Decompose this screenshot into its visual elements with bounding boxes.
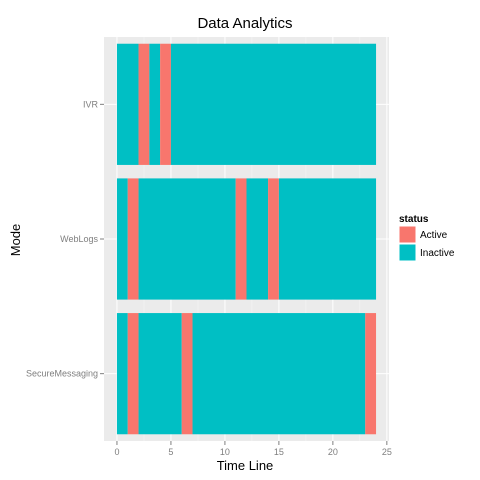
bar-segment-active	[127, 178, 139, 300]
x-tick-label: 20	[328, 447, 338, 457]
x-tick-label: 10	[220, 447, 230, 457]
x-tick-label: 25	[382, 447, 392, 457]
x-axis-ticks: 0 5 10 15 20 25	[114, 441, 392, 457]
chart-title: Data Analytics	[197, 15, 292, 32]
x-tick-label: 0	[114, 447, 119, 457]
bar-segment-active	[268, 178, 279, 300]
x-axis-title: Time Line	[217, 458, 274, 473]
bar-segment-inactive	[116, 313, 128, 435]
bar-segment-inactive	[149, 43, 161, 165]
bar-segment-active	[127, 313, 139, 435]
y-tick-label: SecureMessaging	[26, 369, 98, 379]
bars	[116, 43, 377, 435]
bar-segment-active	[235, 178, 247, 300]
y-axis-title: Mode	[8, 224, 23, 257]
y-tick-label: WebLogs	[60, 234, 98, 244]
x-tick-label: 15	[274, 447, 284, 457]
bar-segment-inactive	[138, 313, 182, 435]
bar-segment-inactive	[170, 43, 377, 165]
bar-segment-active	[160, 43, 171, 165]
bar-segment-inactive	[116, 43, 139, 165]
x-tick-label: 5	[168, 447, 173, 457]
bar-segment-inactive	[246, 178, 269, 300]
legend-label-inactive: Inactive	[420, 248, 455, 259]
legend-title: status	[399, 214, 429, 225]
bar-segment-inactive	[116, 178, 128, 300]
legend-key-inactive	[398, 243, 417, 262]
bar-segment-active	[365, 313, 377, 435]
bar-segment-active	[181, 313, 193, 435]
bar-segment-inactive	[192, 313, 366, 435]
bar-segment-inactive	[278, 178, 377, 300]
y-tick-label: IVR	[83, 99, 99, 109]
legend-key-active	[398, 225, 417, 244]
y-axis-ticks: IVR WebLogs SecureMessaging	[26, 99, 104, 379]
legend-label-active: Active	[420, 230, 448, 241]
legend: status Active Inactive	[398, 214, 455, 262]
bar-segment-inactive	[138, 178, 236, 300]
bar-segment-active	[138, 43, 150, 165]
